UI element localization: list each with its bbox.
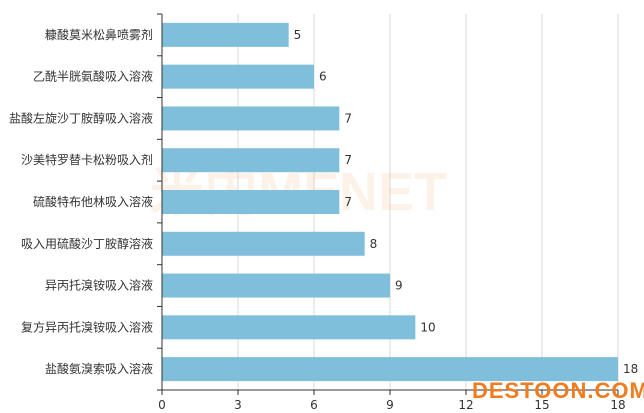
category-label: 吸入用硫酸沙丁胺醇溶液 [21, 236, 153, 251]
data-label: 7 [344, 153, 352, 167]
category-label: 糠酸莫米松鼻喷雾剂 [45, 27, 153, 42]
category-label: 硫酸特布他林吸入溶液 [33, 194, 153, 209]
data-label: 5 [294, 28, 302, 42]
bar [162, 106, 340, 131]
x-tick-label: 12 [458, 398, 473, 412]
bar [162, 315, 416, 340]
category-label: 沙美特罗替卡松粉吸入剂 [21, 152, 153, 167]
x-tick-label: 18 [610, 398, 625, 412]
x-tick-label: 15 [534, 398, 549, 412]
data-label: 7 [344, 195, 352, 209]
x-tick-label: 9 [386, 398, 394, 412]
x-tick-label: 6 [310, 398, 318, 412]
category-label: 异丙托溴铵吸入溶液 [45, 278, 153, 293]
bar [162, 22, 289, 47]
data-label: 9 [395, 279, 403, 293]
data-label: 6 [319, 70, 327, 84]
bar [162, 273, 390, 298]
x-tick-label: 0 [158, 398, 166, 412]
watermark-destoon: DESTOON.COM [472, 378, 644, 403]
bar [162, 64, 314, 89]
category-label: 盐酸氨溴索吸入溶液 [45, 361, 153, 376]
x-tick-label: 3 [234, 398, 242, 412]
category-label: 复方异丙托溴铵吸入溶液 [21, 319, 153, 334]
category-label: 乙酰半胱氨酸吸入溶液 [33, 69, 153, 84]
data-label: 7 [344, 111, 352, 125]
bar [162, 148, 340, 173]
bar [162, 190, 340, 214]
bar [162, 231, 365, 256]
data-label: 8 [370, 237, 378, 251]
data-label: 10 [420, 320, 435, 334]
bar [162, 357, 618, 382]
data-label: 18 [623, 362, 638, 376]
category-label: 盐酸左旋沙丁胺醇吸入溶液 [9, 110, 153, 125]
